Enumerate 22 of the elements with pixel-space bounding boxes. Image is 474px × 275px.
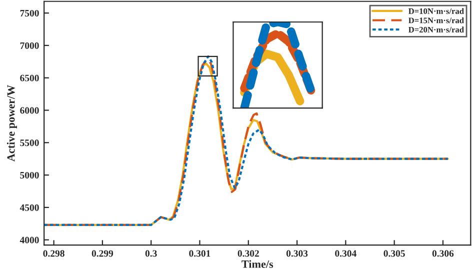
x-tick-label: 0.302 [238,250,259,257]
x-tick-label: 0.306 [432,250,454,257]
x-tick-label: 0.305 [384,250,405,257]
y-tick-label: 6500 [20,74,39,82]
legend-label: D=15N·m·s/rad [408,17,464,24]
y-tick-label: 4000 [20,236,39,244]
x-tick-label: 0.303 [286,250,308,257]
x-tick-label: 0.3 [145,250,157,257]
x-tick-label: 0.304 [335,250,356,257]
y-tick-label: 7000 [20,42,39,49]
y-tick-label: 4500 [20,204,39,211]
x-tick-label: 0.298 [43,250,64,257]
x-tick-label: 0.299 [92,250,114,257]
y-tick-label: 6000 [20,107,39,114]
x-axis-title: Time/s [242,260,274,268]
legend-label: D=10N·m·s/rad [408,8,464,14]
x-tick-label: 0.301 [189,250,210,257]
legend-label: D=20N·m·s/rad [408,26,464,33]
y-tick-label: 5000 [20,172,39,179]
y-tick-label: 7500 [20,10,39,17]
y-tick-label: 5500 [20,140,39,146]
y-axis-title: Active power/W [6,84,17,162]
